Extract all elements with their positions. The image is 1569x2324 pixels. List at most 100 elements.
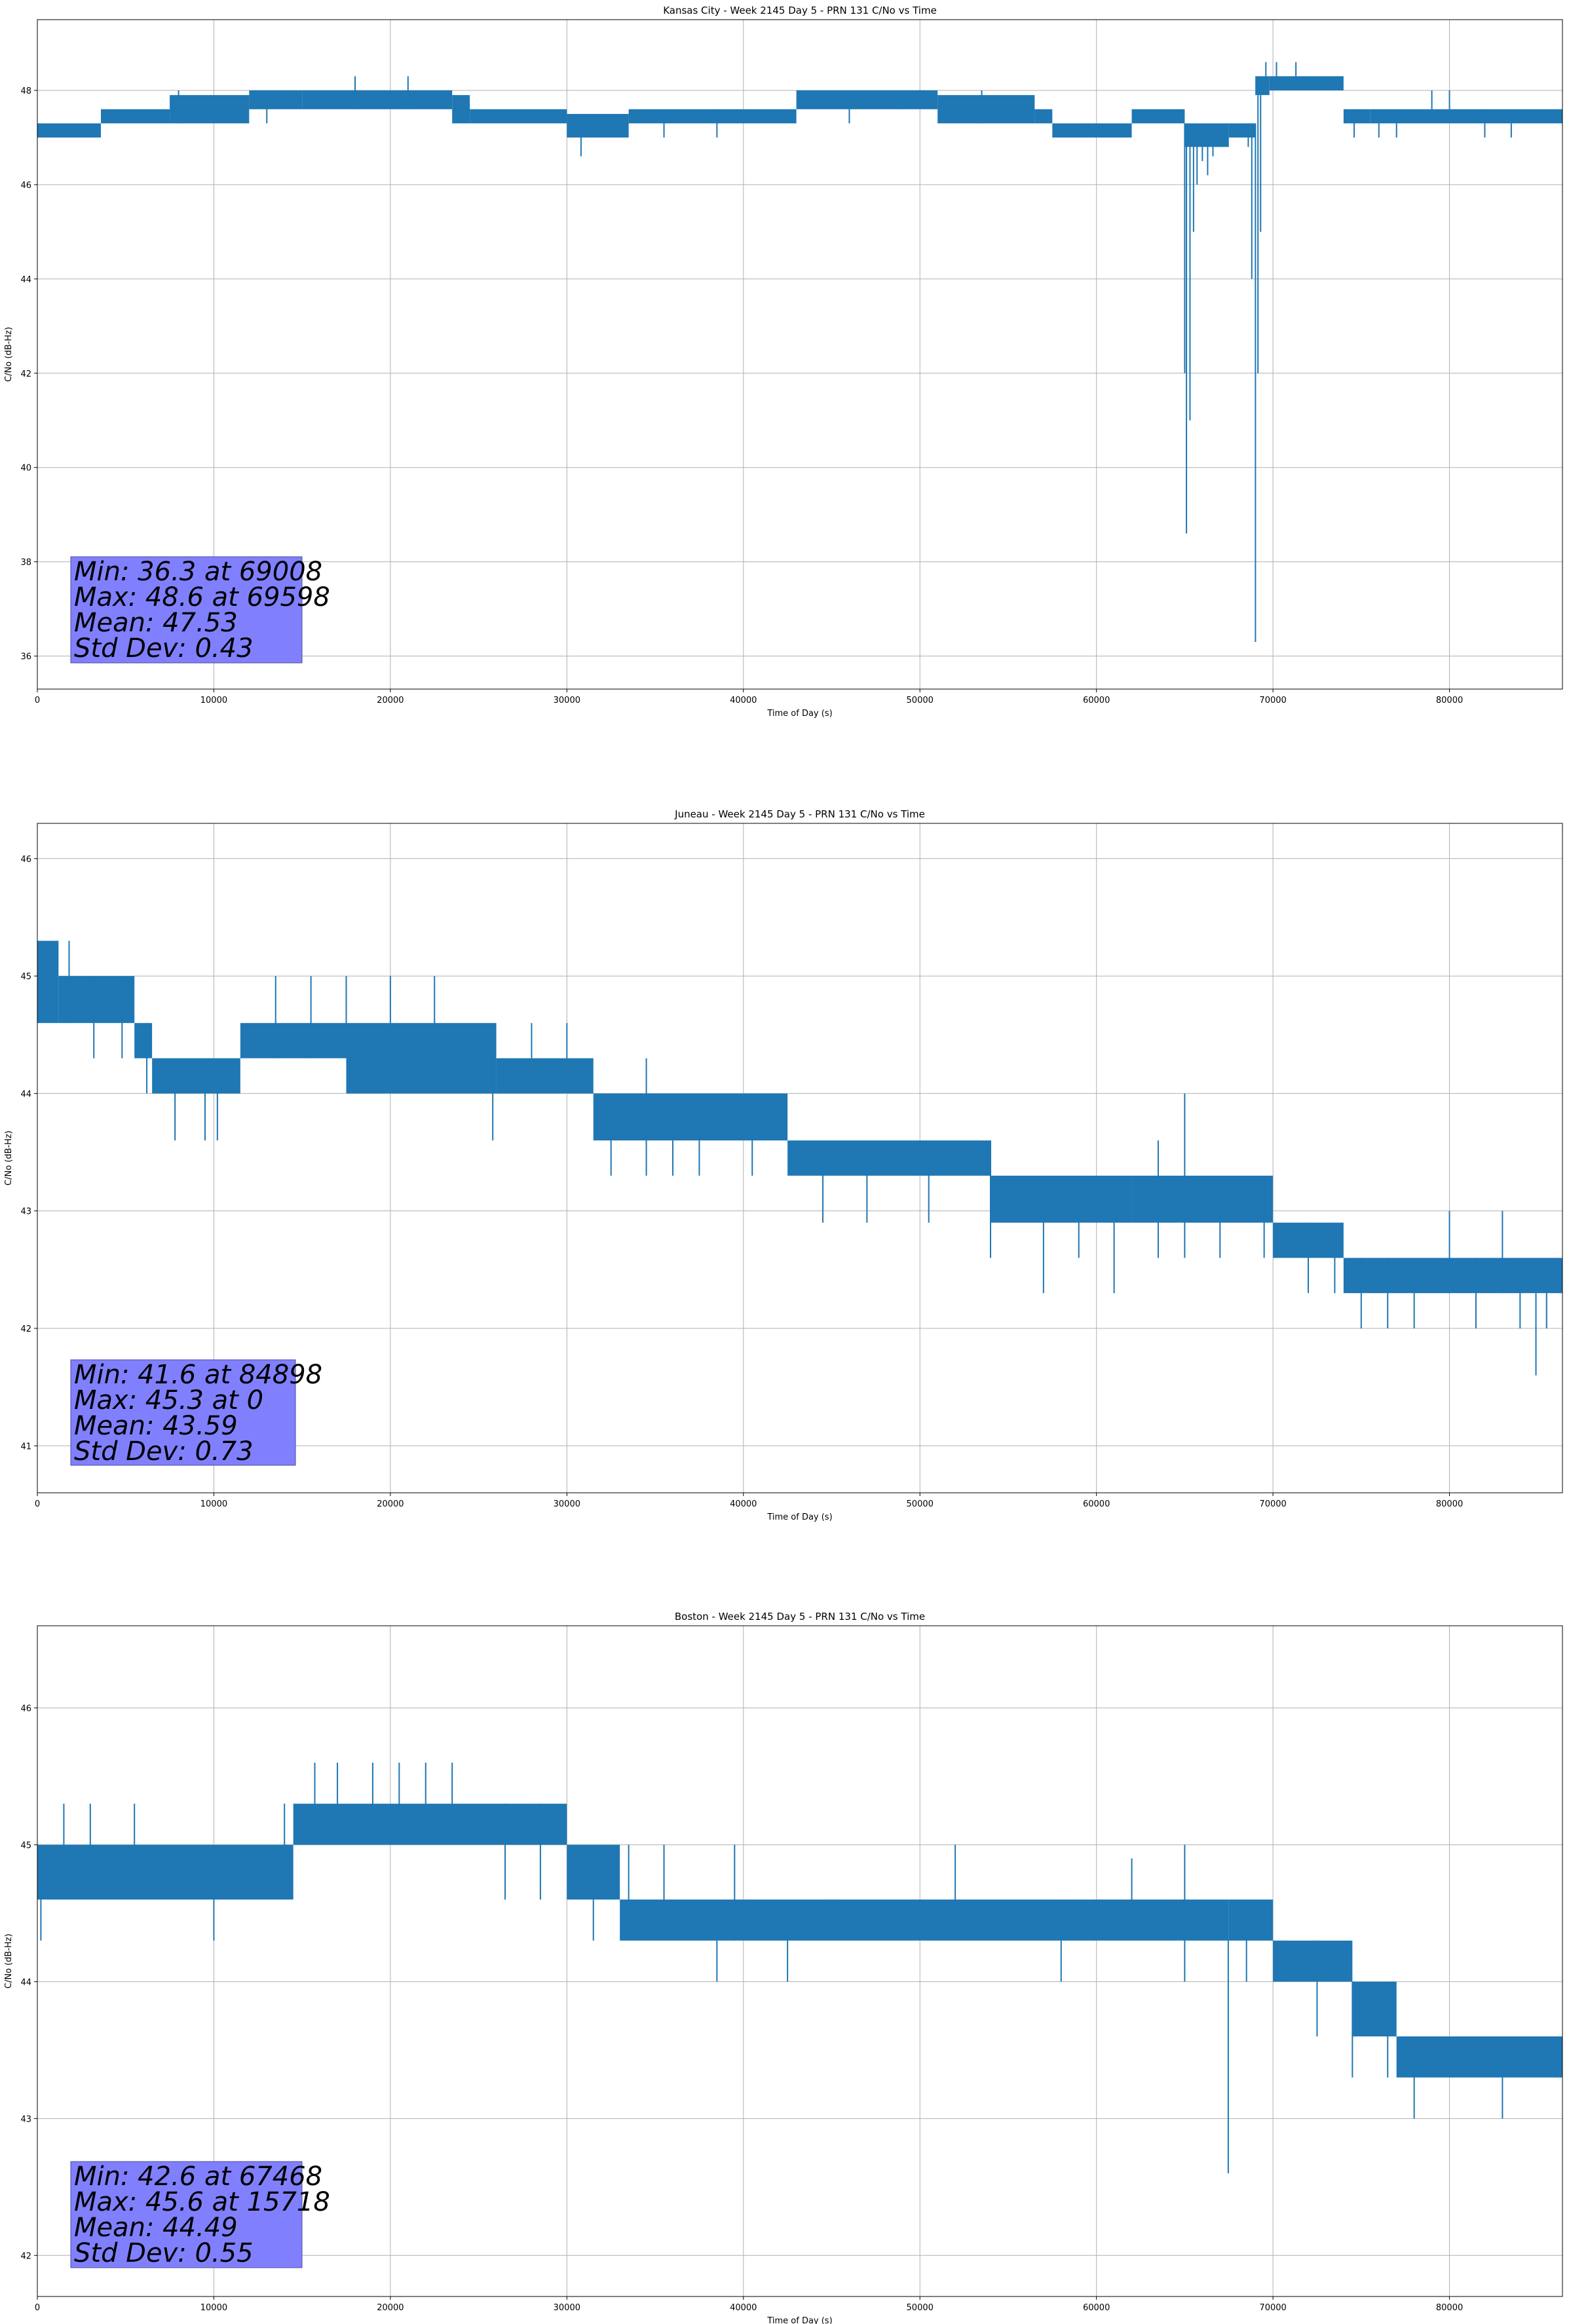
data-band [152,1058,197,1094]
y-axis-label: C/No (dB-Hz) [4,1934,14,1989]
data-band [1449,1258,1562,1294]
data-band [240,1022,347,1059]
x-axis-label: Time of Day (s) [766,1512,832,1522]
data-band [1273,1940,1353,1982]
data-band [1396,2036,1562,2078]
y-tick-label: 40 [20,464,31,474]
y-tick-label: 36 [20,652,31,662]
x-tick-label: 30000 [554,1499,580,1509]
data-band [249,90,303,109]
y-tick-label: 44 [20,1977,31,1987]
data-band [620,1899,1229,1941]
data-band [1370,109,1562,124]
data-band [628,109,797,124]
data-band [134,1022,153,1059]
x-tick-label: 80000 [1436,1499,1463,1509]
x-tick-label: 40000 [730,696,757,705]
x-tick-label: 70000 [1259,696,1286,705]
x-tick-label: 70000 [1259,1499,1286,1509]
data-band [1131,109,1185,124]
x-tick-label: 30000 [554,2303,580,2313]
x-tick-label: 20000 [377,1499,404,1509]
axes-frame [37,823,1563,1493]
x-tick-label: 10000 [200,2303,227,2313]
x-tick-label: 10000 [200,1499,227,1509]
data-band [302,90,453,109]
x-tick-label: 20000 [377,696,404,705]
data-band [346,1022,497,1094]
x-tick-label: 50000 [907,696,934,705]
chart-panel-2: 0 10000 20000 30000 40000 50000 60000 70000 8000… [4,808,1563,1522]
chart-title: Juneau - Week 2145 Day 5 - PRN 131 C/No … [674,808,925,820]
x-tick-label: 40000 [730,1499,757,1509]
x-tick-label: 40000 [730,2303,757,2313]
x-tick-label: 30000 [554,696,580,705]
cno-series [37,62,1562,643]
data-band [1255,76,1270,96]
data-band [293,1803,567,1845]
data-band [452,95,470,124]
x-tick-label: 50000 [907,1499,934,1509]
stats-line: Min: 41.6 at 84898 [74,1360,322,1390]
data-band [787,1140,991,1176]
chart-title: Kansas City - Week 2145 Day 5 - PRN 131 … [663,5,937,16]
data-band [37,941,59,1023]
data-band [1228,1899,1274,1941]
y-tick-label: 43 [20,1207,31,1217]
y-tick-label: 38 [20,558,31,568]
data-band [1034,109,1053,124]
y-tick-label: 46 [20,1704,31,1714]
data-band [991,1175,1132,1223]
data-band [470,109,567,124]
stats-line: Mean: 43.59 [74,1411,238,1441]
stats-line: Min: 42.6 at 67468 [74,2162,322,2192]
y-axis-label: C/No (dB-Hz) [4,1131,14,1186]
stats-line: Max: 45.6 at 15718 [74,2187,330,2217]
x-tick-label: 80000 [1436,2303,1463,2313]
data-band [37,123,101,138]
data-band [1052,123,1132,138]
stats-box-bg [70,2161,303,2268]
y-tick-label: 44 [20,275,31,285]
stats-line: Min: 36.3 at 69008 [74,557,322,587]
data-band [1184,123,1229,147]
stats-line: Std Dev: 0.43 [74,633,254,664]
x-tick-label: 0 [35,696,40,705]
stats-line: Std Dev: 0.73 [74,1436,254,1467]
data-band [593,1093,788,1141]
y-tick-label: 42 [20,369,31,379]
x-tick-label: 80000 [1436,696,1463,705]
chart-title: Boston - Week 2145 Day 5 - PRN 131 C/No … [675,1611,925,1622]
y-tick-label: 46 [20,181,31,191]
stats-line: Mean: 44.49 [74,2213,238,2243]
y-tick-label: 48 [20,86,31,96]
stats-box-bg [70,556,303,664]
data-band [496,1058,594,1094]
data-band [937,95,1035,124]
cno-series [37,941,1562,1376]
x-tick-label: 60000 [1083,696,1110,705]
x-axis-label: Time of Day (s) [766,709,832,719]
data-band [1343,1258,1450,1294]
x-axis-label: Time of Day (s) [766,2316,832,2324]
x-tick-label: 70000 [1259,2303,1286,2313]
y-tick-label: 45 [20,972,31,982]
data-band [1343,109,1371,124]
y-tick-label: 44 [20,1089,31,1099]
stats-line: Max: 48.6 at 69598 [74,582,330,612]
y-tick-label: 42 [20,2251,31,2261]
data-band [101,109,170,124]
y-tick-label: 42 [20,1324,31,1334]
axes-frame [37,19,1563,690]
x-tick-label: 10000 [200,696,227,705]
data-band [1131,1175,1274,1223]
stats-line: Std Dev: 0.55 [74,2238,254,2268]
x-tick-label: 60000 [1083,2303,1110,2313]
y-tick-label: 46 [20,855,31,865]
y-tick-label: 45 [20,1841,31,1850]
y-tick-label: 43 [20,2114,31,2124]
